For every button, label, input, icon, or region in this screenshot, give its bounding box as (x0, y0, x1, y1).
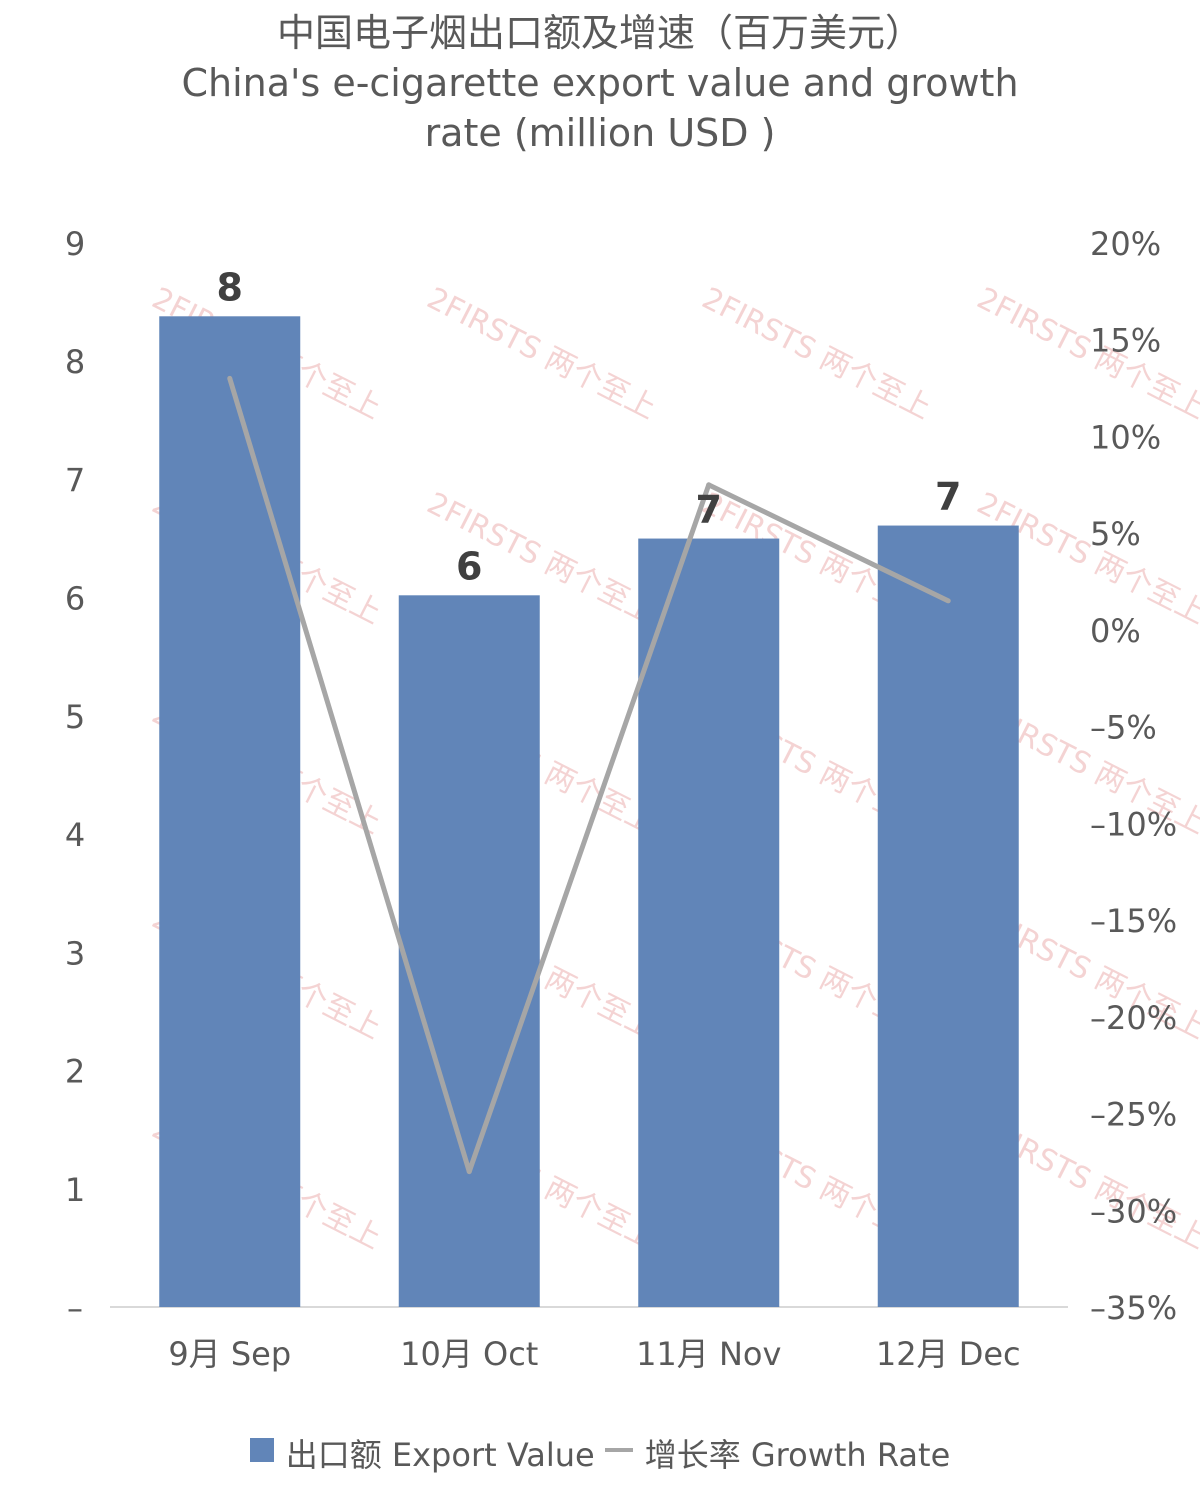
bar-data-label: 7 (696, 488, 722, 532)
right-axis-tick-label: 0% (1090, 612, 1141, 650)
right-axis-tick-label: –35% (1090, 1289, 1177, 1327)
right-axis-tick-label: 20% (1090, 225, 1161, 263)
watermark-text: 2FIRSTS 两个至上 (971, 281, 1200, 427)
chart-title: 中国电子烟出口额及增速（百万美元） China's e-cigarette ex… (0, 8, 1200, 158)
right-axis-tick-label: –30% (1090, 1192, 1177, 1230)
x-axis-tick-label: 12月 Dec (876, 1335, 1021, 1373)
left-axis-tick-label: 7 (65, 461, 85, 499)
right-axis-tick-label: 5% (1090, 515, 1141, 553)
bar-data-label: 6 (456, 544, 482, 588)
left-axis-tick-label: 5 (65, 698, 85, 736)
right-axis-tick-label: –20% (1090, 999, 1177, 1037)
legend-bar-label: 出口额 Export Value (285, 1436, 595, 1474)
right-axis-tick-label: 10% (1090, 418, 1161, 456)
left-axis-tick-label: 6 (65, 580, 85, 618)
right-axis-tick-label: –5% (1090, 709, 1157, 747)
left-axis-tick-label: 8 (65, 343, 85, 381)
title-line-1: 中国电子烟出口额及增速（百万美元） (276, 11, 923, 55)
bar (877, 525, 1019, 1307)
right-axis-tick-label: –15% (1090, 902, 1177, 940)
x-axis-tick-label: 9月 Sep (168, 1335, 291, 1373)
left-axis-tick-label: 1 (65, 1171, 85, 1209)
left-axis-tick-label: 4 (65, 816, 85, 854)
bar-data-label: 7 (935, 475, 961, 519)
title-line-2: China's e-cigarette export value and gro… (181, 61, 1019, 105)
growth-rate-point (945, 598, 951, 604)
bar (638, 538, 780, 1307)
bar (398, 595, 540, 1307)
legend-line-swatch (604, 1448, 633, 1452)
bar-data-label: 8 (217, 265, 243, 309)
right-axis-tick-label: –25% (1090, 1096, 1177, 1134)
growth-rate-point (227, 375, 233, 381)
right-axis-tick-label: –10% (1090, 805, 1177, 843)
left-axis-tick-label: – (67, 1289, 83, 1327)
left-axis-tick-label: 2 (65, 1053, 85, 1091)
title-line-3: rate (million USD ) (424, 111, 776, 155)
bar (159, 316, 301, 1307)
left-axis-tick-label: 3 (65, 934, 85, 972)
growth-rate-point (706, 482, 712, 488)
legend: 出口额 Export Value 增长率 Growth Rate (0, 1430, 1200, 1476)
left-axis-tick-label: 9 (65, 225, 85, 263)
growth-rate-line (227, 377, 950, 1175)
legend-bar-swatch (249, 1438, 274, 1462)
x-axis-tick-label: 10月 Oct (400, 1335, 538, 1373)
watermark-text: 2FIRSTS 两个至上 (421, 281, 661, 427)
x-axis-tick-label: 11月 Nov (636, 1335, 781, 1373)
legend-line-label: 增长率 Growth Rate (644, 1436, 951, 1474)
right-axis-tick-label: 15% (1090, 322, 1161, 360)
growth-rate-point (466, 1169, 472, 1175)
watermark-text: 2FIRSTS 两个至上 (696, 281, 936, 427)
